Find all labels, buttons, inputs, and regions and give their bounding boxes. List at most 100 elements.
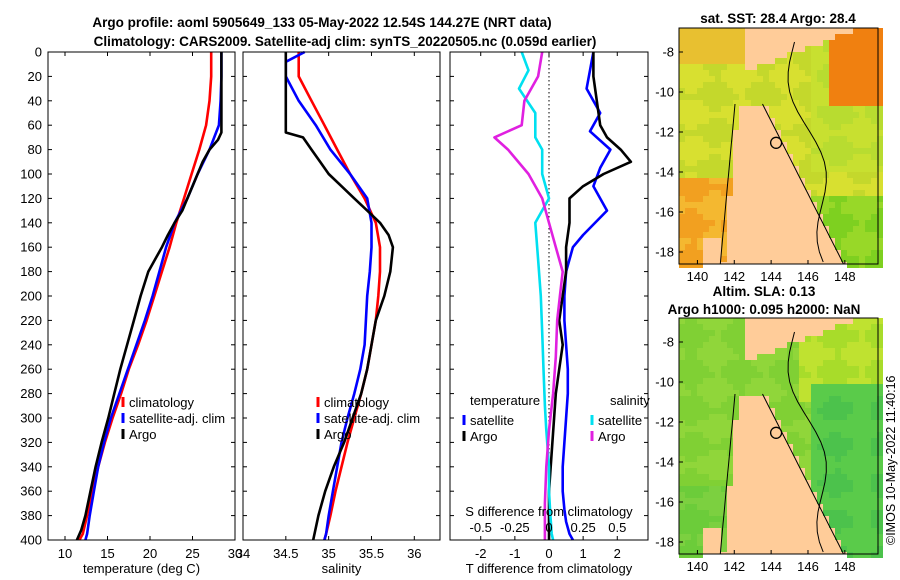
map-cell (841, 76, 847, 82)
map-cell (763, 372, 769, 378)
map-cell (853, 354, 859, 360)
map-cell (709, 184, 715, 190)
map-cell (859, 190, 865, 196)
map-cell (829, 136, 835, 142)
map-cell (685, 178, 691, 184)
map-cell (679, 70, 685, 76)
map-cell (847, 468, 853, 474)
map-cell (697, 178, 703, 184)
map-cell (763, 390, 769, 396)
map-cell (721, 456, 727, 462)
map-cell (787, 76, 793, 82)
y-tick-label: 340 (20, 459, 42, 474)
map-cell (703, 130, 709, 136)
map-cell (829, 202, 835, 208)
y-tick-label: 80 (28, 142, 42, 157)
map-cell (793, 118, 799, 124)
map-cell (685, 384, 691, 390)
map-cell (805, 118, 811, 124)
x-axis-label: T difference from climatology (466, 561, 633, 576)
map-cell (721, 208, 727, 214)
map-cell (793, 100, 799, 106)
map-cell (787, 64, 793, 70)
map-cell (805, 456, 811, 462)
map-cell (739, 64, 745, 70)
series-line-s-argo (493, 51, 565, 540)
map-cell (685, 426, 691, 432)
map-cell (865, 504, 871, 510)
map-cell (727, 70, 733, 76)
map-cell (859, 52, 865, 58)
map-cell (715, 208, 721, 214)
map-cell (871, 384, 877, 390)
map-cell (721, 396, 727, 402)
map-cell (733, 396, 739, 402)
map-cell (733, 372, 739, 378)
map-cell (835, 52, 841, 58)
map-cell (853, 522, 859, 528)
map-cell (685, 396, 691, 402)
map-cell (865, 40, 871, 46)
map-cell (841, 220, 847, 226)
map-cell (685, 414, 691, 420)
map-cell (871, 336, 877, 342)
map-cell (721, 250, 727, 256)
map-cell (847, 522, 853, 528)
map-cell (871, 432, 877, 438)
map-cell (703, 462, 709, 468)
map-cell (823, 444, 829, 450)
map-cell (877, 100, 883, 106)
map-cell (703, 88, 709, 94)
map-cell (865, 546, 871, 552)
map-cell (871, 202, 877, 208)
map-cell (769, 82, 775, 88)
map-cell (853, 324, 859, 330)
map-cell (691, 540, 697, 546)
map-cell (733, 348, 739, 354)
map-cell (703, 354, 709, 360)
map-cell (691, 480, 697, 486)
map-cell (805, 88, 811, 94)
map-cell (865, 124, 871, 130)
map-cell (781, 124, 787, 130)
map-cell (793, 450, 799, 456)
map-cell (757, 390, 763, 396)
map-cell (685, 360, 691, 366)
map-cell (709, 498, 715, 504)
map-cell (697, 76, 703, 82)
map-cell (775, 384, 781, 390)
map-cell (871, 112, 877, 118)
map-cell (841, 534, 847, 540)
map-cell (709, 390, 715, 396)
map-cell (757, 76, 763, 82)
map-cell (835, 432, 841, 438)
y-tick-label: 320 (20, 435, 42, 450)
map-cell (841, 112, 847, 118)
map-cell (871, 420, 877, 426)
map-cell (811, 184, 817, 190)
map-cell (853, 486, 859, 492)
map-cell (853, 166, 859, 172)
map-cell (721, 402, 727, 408)
map-cell (835, 154, 841, 160)
map-cell (865, 318, 871, 324)
map-cell (853, 82, 859, 88)
map-cell (685, 486, 691, 492)
map-cell (727, 166, 733, 172)
map-cell (775, 58, 781, 64)
map-cell (697, 256, 703, 262)
map-cell (715, 196, 721, 202)
map-cell (877, 238, 883, 244)
map-cell (691, 546, 697, 552)
map-cell (727, 408, 733, 414)
map-cell (859, 390, 865, 396)
map-cell (877, 64, 883, 70)
map-cell (799, 420, 805, 426)
coastline-east (762, 393, 844, 555)
map-cell (715, 118, 721, 124)
map-cell (715, 414, 721, 420)
map-cell (679, 262, 685, 268)
map-cell (715, 142, 721, 148)
map-cell (823, 76, 829, 82)
map-cell (709, 456, 715, 462)
